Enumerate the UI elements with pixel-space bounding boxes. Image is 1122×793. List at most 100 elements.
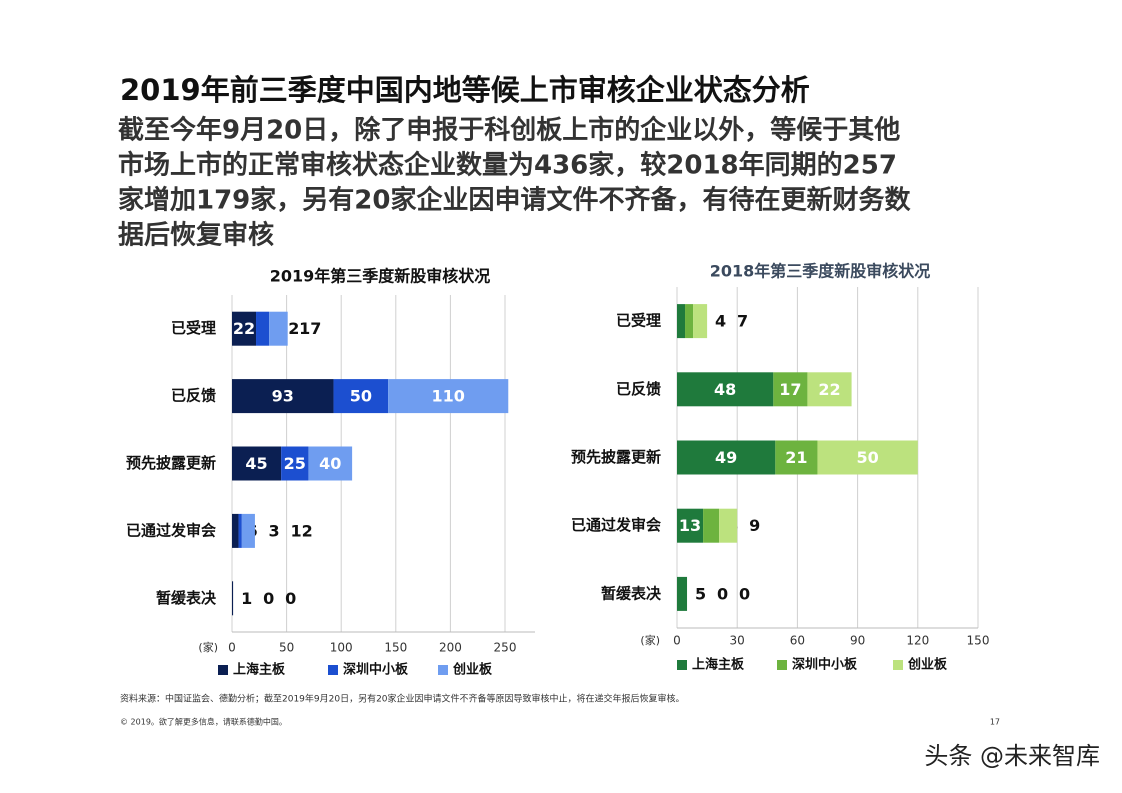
- data-label: 12: [291, 521, 313, 540]
- bar-segment: [807, 372, 852, 407]
- unit-label: (家): [198, 640, 218, 654]
- legend-label: 上海主板: [233, 662, 286, 678]
- data-label: 22: [233, 319, 255, 338]
- legend-label: 创业板: [907, 657, 948, 673]
- page-number: 17: [990, 718, 1000, 727]
- legend-swatch: [218, 665, 228, 675]
- legend-swatch: [328, 665, 338, 675]
- data-label: 21: [785, 448, 807, 467]
- data-label: 13: [679, 516, 701, 535]
- footnote: 资料来源：中国证监会、德勤分析；截至2019年9月20日，另有20家企业因申请文…: [120, 693, 685, 705]
- y-tick-label: 已反馈: [171, 387, 216, 405]
- bar-segment: [256, 311, 270, 346]
- data-label: 22: [818, 380, 840, 399]
- x-tick-label: 250: [494, 641, 517, 655]
- y-tick-label: 预先披露更新: [571, 448, 661, 466]
- bar-segment: [333, 379, 389, 414]
- bar-segment: [677, 372, 774, 407]
- legend-swatch: [777, 660, 787, 670]
- legend-label: 深圳中小板: [343, 662, 409, 678]
- subtitle-line: 家增加179家，另有20家企业因申请文件不齐备，有待在更新财务数: [118, 185, 911, 216]
- bar-segment: [703, 508, 720, 543]
- unit-label: (家): [640, 633, 660, 647]
- y-tick-label: 已反馈: [616, 380, 661, 398]
- data-label: 9: [749, 516, 760, 535]
- legend-label: 深圳中小板: [792, 657, 858, 673]
- data-label: 110: [432, 387, 465, 406]
- data-label: 5: [695, 584, 706, 603]
- legend-label: 上海主板: [692, 657, 745, 673]
- data-label: 45: [245, 454, 267, 473]
- subtitle-line: 市场上市的正常审核状态企业数量为436家，较2018年同期的257: [118, 150, 897, 181]
- chart-title: 2018年第三季度新股审核状况: [710, 262, 931, 281]
- data-label: 7: [737, 312, 748, 331]
- subtitle-line: 截至今年9月20日，除了申报于科创板上市的企业以外，等候于其他: [118, 115, 900, 146]
- legend-swatch: [438, 665, 448, 675]
- bar-segment: [685, 304, 694, 339]
- x-tick-label: 150: [967, 634, 990, 648]
- x-tick-label: 150: [384, 641, 407, 655]
- data-label: 17: [779, 380, 801, 399]
- y-tick-label: 预先披露更新: [126, 454, 216, 472]
- legend-swatch: [893, 660, 903, 670]
- data-label: 4: [715, 312, 726, 331]
- data-label: 93: [272, 387, 294, 406]
- bar-segment: [241, 513, 255, 548]
- bar-segment: [232, 581, 234, 616]
- bar-segment: [388, 379, 509, 414]
- bar-segment: [775, 440, 818, 475]
- x-tick-label: 60: [790, 634, 805, 648]
- data-label: 50: [350, 387, 372, 406]
- data-label: 3: [269, 521, 280, 540]
- data-label: 40: [319, 454, 341, 473]
- bar-segment: [677, 304, 686, 339]
- bar-segment: [677, 508, 704, 543]
- bar-segment: [238, 513, 242, 548]
- bar-segment: [677, 440, 776, 475]
- y-tick-label: 暂缓表决: [156, 589, 217, 607]
- legend-swatch: [677, 660, 687, 670]
- data-label: 25: [284, 454, 306, 473]
- bar-segment: [308, 446, 353, 481]
- bar-segment: [773, 372, 808, 407]
- data-label: 50: [857, 448, 879, 467]
- bar-segment: [817, 440, 918, 475]
- x-tick-label: 0: [228, 641, 236, 655]
- bar-segment: [232, 513, 239, 548]
- data-label: 0: [263, 589, 274, 608]
- data-label: 1: [241, 589, 252, 608]
- data-label: 0: [739, 584, 750, 603]
- copyright: © 2019。欲了解更多信息，请联系德勤中国。: [120, 717, 287, 727]
- x-tick-label: 30: [730, 634, 745, 648]
- y-tick-label: 已受理: [171, 319, 216, 337]
- data-label: 17: [299, 319, 321, 338]
- x-tick-label: 200: [439, 641, 462, 655]
- x-tick-label: 50: [279, 641, 294, 655]
- watermark: 头条 @未来智库: [924, 742, 1100, 770]
- bar-segment: [693, 304, 708, 339]
- bar-segment: [719, 508, 738, 543]
- data-label: 48: [714, 380, 736, 399]
- y-tick-label: 已受理: [616, 312, 661, 330]
- chart-title: 2019年第三季度新股审核状况: [270, 267, 491, 286]
- x-tick-label: 90: [850, 634, 865, 648]
- bar-segment: [232, 311, 257, 346]
- data-label: 49: [715, 448, 737, 467]
- y-tick-label: 已通过发审会: [126, 521, 216, 539]
- y-tick-label: 暂缓表决: [601, 584, 662, 602]
- bar-segment: [232, 379, 334, 414]
- bar-segment: [281, 446, 309, 481]
- data-label: 0: [717, 584, 728, 603]
- bar-segment: [269, 311, 288, 346]
- y-tick-label: 已通过发审会: [571, 516, 661, 534]
- x-tick-label: 100: [330, 641, 353, 655]
- bar-segment: [232, 446, 282, 481]
- subtitle-line: 据后恢复审核: [118, 220, 274, 251]
- data-label: 0: [285, 589, 296, 608]
- bar-segment: [677, 576, 688, 611]
- legend-label: 创业板: [452, 662, 493, 678]
- x-tick-label: 0: [673, 634, 681, 648]
- x-tick-label: 120: [906, 634, 929, 648]
- slide-title: 2019年前三季度中国内地等候上市审核企业状态分析: [120, 73, 810, 107]
